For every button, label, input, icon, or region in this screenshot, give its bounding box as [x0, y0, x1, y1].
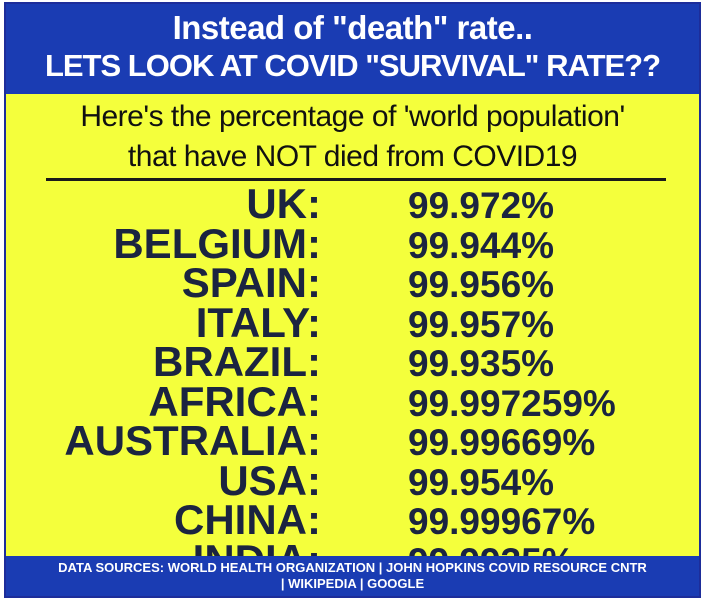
rate-value: 99.956%	[408, 264, 555, 305]
header-line-2: LETS LOOK AT COVID "SURVIVAL" RATE??	[44, 48, 661, 83]
country-label: AUSTRALIA:	[64, 417, 321, 464]
country-label: ITALY:	[195, 298, 321, 346]
rate-value: 99.944%	[408, 224, 555, 266]
rate-row-usa: USA: 99.954%	[6, 456, 699, 504]
rate-row-uk: UK: 99.972%	[6, 180, 699, 227]
header-banner: Instead of "death" rate.. LETS LOOK AT C…	[6, 4, 699, 94]
country-label: UK:	[246, 180, 321, 227]
rate-row-spain: SPAIN: 99.956%	[6, 259, 699, 306]
sources-banner: DATA SOURCES: WORLD HEALTH ORGANIZATION …	[6, 556, 699, 596]
rate-value: 99.954%	[408, 461, 555, 503]
rate-value: 99.972%	[408, 185, 555, 226]
poster: Instead of "death" rate.. LETS LOOK AT C…	[4, 2, 701, 598]
country-label: USA:	[218, 456, 321, 504]
country-label: BRAZIL:	[153, 338, 321, 385]
rate-value: 99.957%	[408, 303, 555, 345]
rate-row-belgium: BELGIUM: 99.944%	[6, 219, 699, 267]
subtitle-underline	[46, 178, 666, 181]
rate-value: 99.99967%	[408, 501, 596, 542]
header-line-1: Instead of "death" rate..	[172, 9, 533, 46]
rate-list: UK: 99.972% BELGIUM: 99.944% SPAIN: 99.9…	[6, 180, 699, 582]
subtitle-line-2: that have NOT died from COVID19	[127, 140, 578, 173]
sources-line-1: DATA SOURCES: WORLD HEALTH ORGANIZATION …	[58, 560, 647, 575]
rate-row-australia: AUSTRALIA: 99.99669%	[6, 417, 699, 464]
rate-value: 99.935%	[408, 343, 555, 384]
rate-row-brazil: BRAZIL: 99.935%	[6, 338, 699, 385]
country-label: CHINA:	[174, 496, 321, 543]
rate-value: 99.997259%	[408, 382, 616, 424]
rate-row-italy: ITALY: 99.957%	[6, 298, 699, 346]
rate-row-africa: AFRICA: 99.997259%	[6, 377, 699, 425]
rate-row-china: CHINA: 99.99967%	[6, 496, 699, 543]
country-label: AFRICA:	[148, 377, 321, 425]
country-label: SPAIN:	[181, 259, 321, 306]
country-label: BELGIUM:	[113, 219, 321, 267]
sources-line-2: | WIKIPEDIA | GOOGLE	[280, 576, 425, 591]
rate-value: 99.99669%	[408, 422, 596, 463]
subtitle-line-1: Here's the percentage of 'world populati…	[80, 100, 625, 133]
